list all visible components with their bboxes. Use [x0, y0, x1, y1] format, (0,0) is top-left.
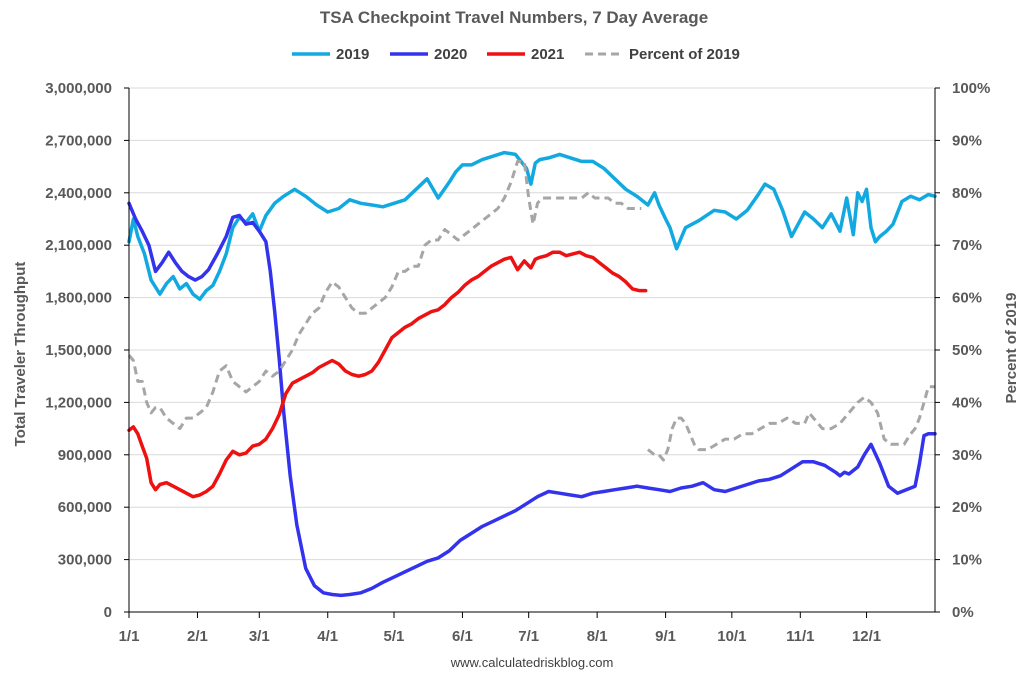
chart-title: TSA Checkpoint Travel Numbers, 7 Day Ave…	[320, 8, 708, 27]
y2-tick-label: 70%	[952, 237, 982, 254]
y-tick-label: 1,800,000	[45, 290, 112, 307]
x-tick-label: 3/1	[249, 628, 270, 645]
y-tick-label: 2,400,000	[45, 185, 112, 202]
y2-tick-label: 20%	[952, 499, 982, 516]
x-tick-label: 5/1	[384, 628, 405, 645]
y2-tick-label: 50%	[952, 342, 982, 359]
legend: 2019 2020 2021 Percent of 2019	[292, 46, 740, 63]
y-tick-label: 300,000	[58, 552, 112, 569]
y2-axis-ticks: 0% 10% 20% 30% 40% 50% 60% 70% 80% 90% 100%	[935, 80, 990, 621]
x-tick-label: 10/1	[717, 628, 746, 645]
y-tick-label: 2,100,000	[45, 237, 112, 254]
y-tick-label: 600,000	[58, 499, 112, 516]
y2-tick-label: 40%	[952, 394, 982, 411]
y2-tick-label: 30%	[952, 447, 982, 464]
x-tick-label: 9/1	[655, 628, 676, 645]
x-tick-label: 2/1	[187, 628, 208, 645]
y-tick-label: 2,700,000	[45, 132, 112, 149]
series-line-percent-of-2019-fall	[646, 385, 935, 462]
x-tick-label: 11/1	[786, 628, 814, 645]
x-tick-label: 12/1	[852, 628, 881, 645]
y2-tick-label: 10%	[952, 552, 982, 569]
y2-tick-label: 80%	[952, 185, 982, 202]
series-layer	[127, 150, 937, 598]
y-tick-label: 1,200,000	[45, 394, 112, 411]
x-tick-label: 8/1	[587, 628, 608, 645]
y2-tick-label: 100%	[952, 80, 990, 97]
x-tick-label: 4/1	[317, 628, 338, 645]
series-line-percent-of-2019	[127, 159, 642, 431]
y-axis-label: Total Traveler Throughput	[12, 262, 29, 447]
y-axis-ticks: 0 300,000 600,000 900,000 1,200,000 1,500,000…	[45, 80, 129, 621]
y2-tick-label: 0%	[952, 604, 974, 621]
y-tick-label: 0	[104, 604, 112, 621]
series-line-2021	[127, 250, 648, 499]
x-tick-label: 7/1	[518, 628, 539, 645]
series-line-2019	[127, 150, 937, 302]
legend-label: 2021	[531, 46, 564, 63]
y-tick-label: 900,000	[58, 447, 112, 464]
y-tick-label: 3,000,000	[45, 80, 112, 97]
x-tick-label: 1/1	[119, 628, 140, 645]
y2-axis-label: Percent of 2019	[1003, 293, 1020, 404]
y2-tick-label: 60%	[952, 290, 982, 307]
source-credit: www.calculatedriskblog.com	[450, 655, 614, 670]
y-tick-label: 1,500,000	[45, 342, 112, 359]
y2-tick-label: 90%	[952, 132, 982, 149]
legend-label: 2019	[336, 46, 369, 63]
legend-label: Percent of 2019	[629, 46, 740, 63]
x-tick-label: 6/1	[452, 628, 473, 645]
x-axis-ticks: 1/1 2/1 3/1 4/1 5/1 6/1 7/1 8/1 9/1 10/1 11/1 12/1	[119, 612, 881, 645]
legend-label: 2020	[434, 46, 467, 63]
series-line-2020	[127, 201, 937, 598]
gridlines	[129, 87, 935, 561]
